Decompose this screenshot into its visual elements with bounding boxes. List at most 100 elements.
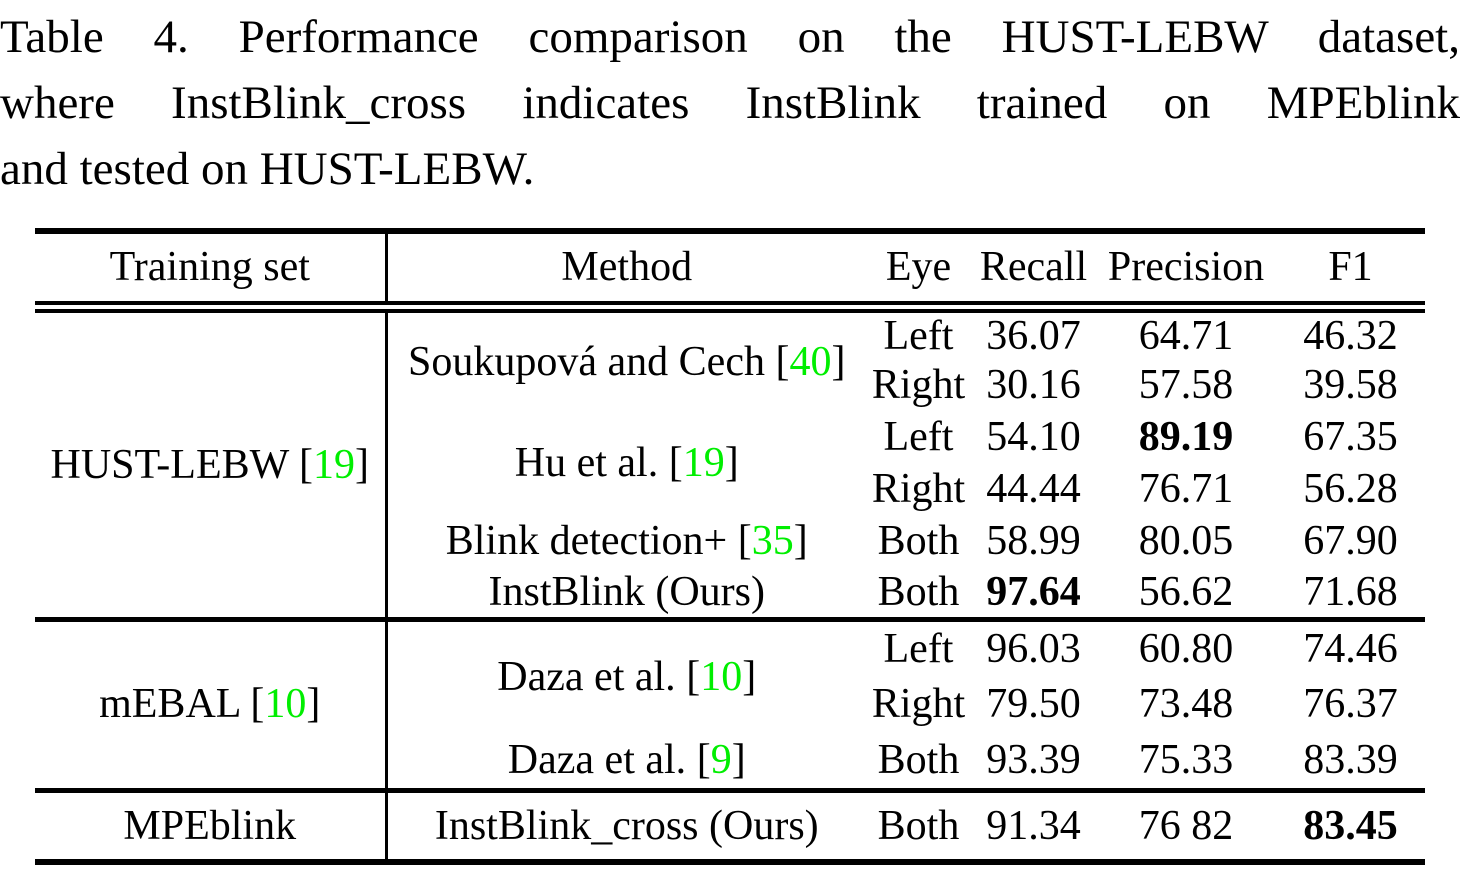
method-name: Daza et al. [507,737,687,784]
f1-cell: 67.90 [1303,517,1398,564]
method-name: InstBlink_cross (Ours) [434,802,819,849]
citation-bracket: ] [831,338,846,385]
citation-ref: 35 [751,517,794,564]
citation-ref: 40 [789,338,832,385]
citation-ref: 10 [700,654,743,701]
eye-cell: Left [883,312,954,359]
f1-cell: 71.68 [1303,568,1398,615]
method-cell: Soukupová and Cech [40] [386,307,866,411]
recall-cell: 93.39 [986,737,1081,784]
caption-line-1: Table 4. Performance comparison on the H… [0,11,1460,63]
table-row: InstBlink (Ours) Both 97.64 56.62 71.68 [35,567,1425,619]
method-name: InstBlink (Ours) [488,568,766,615]
table-row: Hu et al. [19] Left 54.10 89.19 67.35 [35,411,1425,485]
table-row: HUST-LEBW [19] Soukupová and Cech [40] L… [35,307,1425,619]
recall-cell: 30.16 [986,361,1081,408]
citation-bracket: ] [355,441,369,488]
citation-bracket: [ [727,517,752,564]
precision-cell: 56.62 [1138,568,1234,615]
recall-cell: 54.10 [986,413,1081,460]
citation-bracket: [ [288,441,313,488]
citation-bracket: [ [239,681,265,728]
method-cell: Blink detection+ [35] [386,515,866,567]
recall-cell: 97.64 [986,568,1081,615]
method-name: Hu et al. [514,439,659,486]
col-header-recall: Recall [979,244,1088,291]
method-name: Daza et al. [497,654,676,701]
eye-cell: Both [877,737,960,784]
method-name: Soukupová and Cech [408,338,765,385]
method-cell: Daza et al. [10] [386,619,866,733]
recall-cell: 91.34 [986,802,1081,849]
f1-cell: 76.37 [1303,681,1398,728]
recall-cell: 44.44 [986,465,1081,512]
citation-ref: 10 [264,681,307,728]
method-name: Blink detection+ [445,517,728,564]
header-row: Training set Method Eye Recall Precision… [35,231,1425,307]
citation-bracket: ] [742,654,757,701]
col-header-eye: Eye [885,244,952,291]
precision-cell: 75.33 [1138,737,1234,784]
f1-cell: 46.32 [1303,312,1398,359]
eye-cell: Left [883,413,954,460]
table-row: Right 79.50 73.48 76.37 [35,676,1425,733]
method-cell: InstBlink (Ours) [386,567,866,619]
f1-cell: 39.58 [1303,361,1398,408]
f1-cell: 83.45 [1303,802,1398,849]
col-header-precision: Precision [1107,244,1265,291]
method-cell: Daza et al. [9] [386,733,866,790]
citation-ref: 19 [313,441,355,488]
table-row: Right 44.44 76.71 56.28 [35,463,1425,515]
citation-ref: 19 [682,439,725,486]
training-set-cell: HUST-LEBW [19] [35,307,388,619]
eye-cell: Right [871,361,966,408]
precision-cell: 73.48 [1138,681,1234,728]
precision-cell: 76.71 [1138,465,1234,512]
table-caption: Table 4. Performance comparison on the H… [0,0,1460,202]
citation-bracket: ] [306,681,321,728]
recall-cell: 36.07 [986,312,1081,359]
precision-cell: 80.05 [1138,517,1234,564]
f1-cell: 67.35 [1303,413,1398,460]
col-header-training-set: Training set [35,231,388,307]
precision-cell: 76 82 [1138,802,1234,849]
training-set-cell: MPEblink [35,790,388,862]
citation-bracket: [ [686,737,711,784]
citation-ref: 9 [710,737,732,784]
citation-bracket: ] [724,439,739,486]
col-header-f1: F1 [1328,244,1373,291]
method-cell: Hu et al. [19] [386,411,866,515]
citation-bracket: [ [764,338,790,385]
recall-cell: 58.99 [986,517,1081,564]
eye-cell: Right [871,465,966,512]
recall-cell: 96.03 [986,625,1081,672]
caption-line-2: where InstBlink_cross indicates InstBlin… [0,77,1460,129]
table-row: Daza et al. [9] Both 93.39 75.33 83.39 [35,733,1425,790]
eye-cell: Both [877,517,960,564]
table-row: Blink detection+ [35] Both 58.99 80.05 6… [35,515,1425,567]
eye-cell: Right [871,681,966,728]
caption-line-3: and tested on HUST-LEBW. [0,143,535,195]
col-header-method: Method [561,244,693,291]
table-row: MPEblink InstBlink_cross (Ours) Both 91.… [35,790,1425,862]
precision-cell: 89.19 [1138,413,1234,460]
citation-bracket: [ [675,654,701,701]
citation-bracket: [ [658,439,683,486]
citation-bracket: ] [793,517,808,564]
training-set-name: mEBAL [99,681,240,728]
f1-cell: 74.46 [1303,625,1398,672]
f1-cell: 56.28 [1303,465,1398,512]
eye-cell: Left [883,625,954,672]
table-row: Right 30.16 57.58 39.58 [35,359,1425,411]
eye-cell: Both [877,802,960,849]
training-set-cell: mEBAL [10] [35,619,388,790]
training-set-name: HUST-LEBW [50,441,289,488]
f1-cell: 83.39 [1303,737,1398,784]
table-row: mEBAL [10] Daza et al. [10] Left 96.03 6… [35,619,1425,790]
recall-cell: 79.50 [986,681,1081,728]
method-cell: InstBlink_cross (Ours) [386,790,866,862]
precision-cell: 64.71 [1138,312,1234,359]
eye-cell: Both [877,568,960,615]
precision-cell: 60.80 [1138,625,1234,672]
citation-bracket: ] [731,737,746,784]
